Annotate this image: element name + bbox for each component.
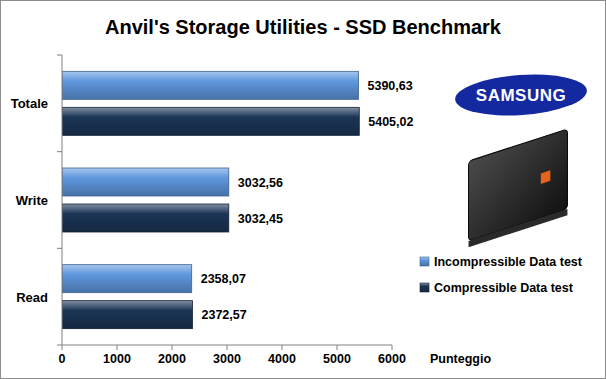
logo-ellipse xyxy=(454,70,588,119)
data-label: 5405,02 xyxy=(368,115,413,129)
bar xyxy=(62,107,359,135)
tick xyxy=(172,345,173,350)
category-tick xyxy=(57,345,62,346)
category-tick xyxy=(57,151,62,152)
ssd-body xyxy=(469,129,568,241)
legend-swatch xyxy=(420,283,429,292)
legend-label: Incompressible Data test xyxy=(434,255,583,269)
category-label: Write xyxy=(16,193,48,208)
data-label: 3032,45 xyxy=(238,212,283,226)
tick xyxy=(227,345,228,350)
category-label: Read xyxy=(16,290,48,305)
chart: Anvil's Storage Utilities - SSD Benchmar… xyxy=(0,0,606,379)
annotation: SAMSUNG xyxy=(476,86,566,105)
tick-label: 1000 xyxy=(103,352,131,366)
tick-label: 0 xyxy=(59,352,66,366)
title: Anvil's Storage Utilities - SSD Benchmar… xyxy=(105,16,502,38)
frame xyxy=(1,1,606,379)
tick xyxy=(392,345,393,350)
category-tick xyxy=(57,55,62,56)
tick xyxy=(337,345,338,350)
category-label: Totale xyxy=(11,96,48,111)
axis-label: Punteggio xyxy=(430,352,491,366)
category-axis xyxy=(62,55,63,345)
data-label: 2372,57 xyxy=(201,308,246,322)
bar xyxy=(62,168,229,196)
ssd-illustration xyxy=(469,129,568,247)
bars xyxy=(62,71,359,328)
tick-label: 3000 xyxy=(213,352,241,366)
brand-logo: SAMSUNG xyxy=(454,70,588,119)
legend-swatch xyxy=(420,257,429,266)
data-label: 5390,63 xyxy=(367,79,412,93)
bar xyxy=(62,301,192,329)
tick-label: 5000 xyxy=(323,352,351,366)
tick xyxy=(117,345,118,350)
tick-label: 2000 xyxy=(158,352,186,366)
bar xyxy=(62,265,192,293)
tick-label: 6000 xyxy=(378,352,406,366)
data-label: 2358,07 xyxy=(201,272,246,286)
legend-label: Compressible Data test xyxy=(434,281,574,295)
bar xyxy=(62,204,229,232)
bar xyxy=(62,71,358,99)
tick xyxy=(282,345,283,350)
category-tick xyxy=(57,248,62,249)
tick-label: 4000 xyxy=(268,352,296,366)
ssd-edge xyxy=(469,209,568,247)
data-label: 3032,56 xyxy=(238,176,283,190)
data-labels: 5390,63 5405,02 3032,56 3032,45 2358,07 2372,… xyxy=(201,79,414,322)
tick xyxy=(62,345,63,350)
ssd-accent xyxy=(541,170,551,184)
